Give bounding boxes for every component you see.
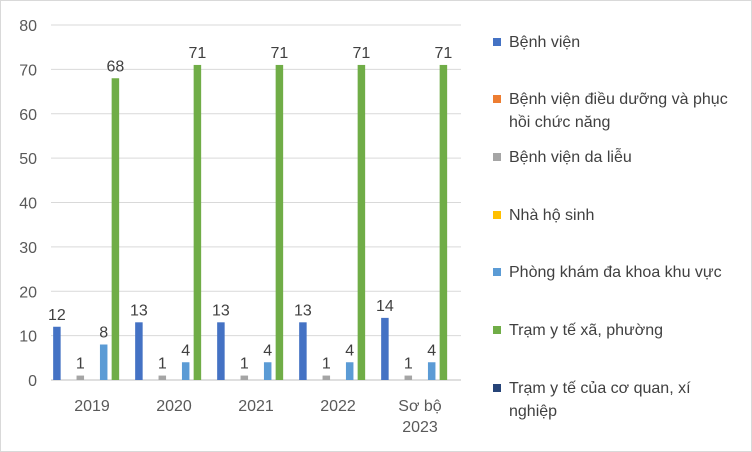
bar — [263, 362, 272, 380]
legend-label: Trạm y tế của cơ quan, xí nghiệp — [509, 380, 691, 420]
legend-item: Nhà hộ sinh — [493, 204, 748, 227]
bar — [299, 322, 307, 380]
x-tick-label: 2021 — [238, 398, 274, 415]
legend-swatch — [493, 38, 501, 46]
legend-swatch — [493, 95, 501, 103]
chart-plot: 0102030405060708012186820191314712020131… — [19, 18, 461, 436]
data-label: 1 — [240, 356, 249, 373]
data-label: 71 — [353, 45, 371, 62]
data-label: 4 — [263, 342, 272, 359]
x-tick-label: 2022 — [320, 398, 356, 415]
data-label: 1 — [404, 356, 413, 373]
legend-item: Trạm y tế của cơ quan, xí nghiệp — [493, 377, 748, 423]
y-tick-label: 10 — [19, 329, 37, 346]
chart-legend: Bệnh viện Bệnh viện điều dưỡng và phục hồ… — [493, 1, 748, 451]
bar — [439, 64, 448, 380]
bar — [357, 64, 366, 380]
data-label: 71 — [271, 45, 289, 62]
data-label: 14 — [376, 298, 394, 315]
legend-label: Bệnh viện da liễu — [509, 149, 632, 166]
bar — [322, 375, 331, 380]
legend-swatch — [493, 326, 501, 334]
data-label: 13 — [294, 302, 312, 319]
legend-label: Bệnh viện điều dưỡng và phục hồi chức nă… — [509, 91, 728, 131]
legend-label: Nhà hộ sinh — [509, 207, 595, 224]
y-tick-label: 0 — [28, 373, 37, 390]
data-label: 13 — [130, 302, 148, 319]
legend-swatch — [493, 268, 501, 276]
y-tick-label: 20 — [19, 284, 37, 301]
y-tick-label: 80 — [19, 18, 37, 35]
legend-label: Bệnh viện — [509, 34, 581, 51]
data-label: 71 — [189, 45, 207, 62]
bar — [427, 362, 436, 380]
legend-label: Trạm y tế xã, phường — [509, 322, 663, 339]
data-label: 1 — [322, 356, 331, 373]
bar — [240, 375, 249, 380]
y-tick-label: 30 — [19, 240, 37, 257]
data-label: 68 — [107, 58, 125, 75]
x-tick-label: Sơ bộ — [398, 398, 442, 415]
bar — [135, 322, 143, 380]
legend-item: Bệnh viện — [493, 31, 748, 54]
data-label: 12 — [48, 307, 66, 324]
data-label: 8 — [99, 325, 108, 342]
data-label: 4 — [181, 342, 190, 359]
data-label: 4 — [345, 342, 354, 359]
legend-item: Bệnh viện da liễu — [493, 146, 748, 169]
data-label: 13 — [212, 302, 230, 319]
bar — [181, 362, 190, 380]
bar — [53, 326, 61, 380]
data-label: 1 — [158, 356, 167, 373]
data-label: 4 — [427, 342, 436, 359]
bar — [193, 64, 202, 380]
x-tick-label: 2020 — [156, 398, 192, 415]
data-label: 71 — [435, 45, 453, 62]
legend-item: Bệnh viện điều dưỡng và phục hồi chức nă… — [493, 88, 748, 134]
bar — [345, 362, 354, 380]
bar — [158, 375, 167, 380]
x-tick-label: 2023 — [402, 419, 438, 436]
y-tick-label: 40 — [19, 196, 37, 213]
legend-swatch — [493, 384, 501, 392]
legend-item: Phòng khám đa khoa khu vực — [493, 261, 748, 284]
bar — [111, 78, 120, 380]
legend-swatch — [493, 153, 501, 161]
bar — [381, 317, 389, 380]
y-tick-label: 60 — [19, 107, 37, 124]
x-tick-label: 2019 — [74, 398, 110, 415]
bar — [99, 344, 108, 380]
bar — [404, 375, 413, 380]
y-tick-label: 70 — [19, 62, 37, 79]
bar — [275, 64, 284, 380]
legend-item: Trạm y tế xã, phường — [493, 319, 748, 342]
bar — [76, 375, 85, 380]
legend-swatch — [493, 211, 501, 219]
data-label: 1 — [76, 356, 85, 373]
bar — [217, 322, 225, 380]
legend-label: Phòng khám đa khoa khu vực — [509, 264, 722, 281]
y-tick-label: 50 — [19, 151, 37, 168]
